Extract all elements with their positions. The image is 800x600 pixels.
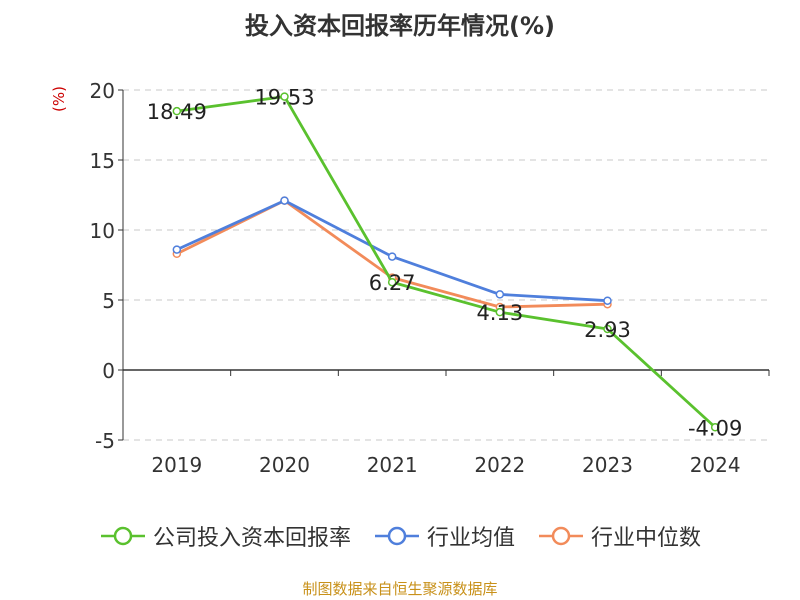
x-tick-label: 2021 [367, 453, 418, 477]
x-tick-label: 2020 [259, 453, 310, 477]
x-tick-label: 2024 [690, 453, 741, 477]
y-tick-label: 15 [90, 149, 115, 173]
series-lines [172, 92, 720, 432]
legend-marker-company [100, 526, 145, 546]
y-tick-label: 10 [90, 219, 115, 243]
series-point-0 [280, 92, 289, 101]
axes: -5 0 5 10 15 20 2019 2020 2021 2022 2023 2024 [90, 79, 770, 477]
legend-label-industry-mean: 行业均值 [426, 526, 515, 551]
series-point-0 [710, 423, 720, 432]
data-label: -4.09 [688, 416, 742, 440]
y-tick-label: 0 [102, 359, 115, 383]
data-labels: 18.49 19.53 6.27 4.13 2.93 -4.09 [147, 86, 743, 441]
legend-label-industry-median: 行业中位数 [591, 526, 702, 551]
data-label: 2.93 [584, 318, 631, 342]
series-point-0 [495, 307, 505, 317]
data-label: 18.49 [147, 100, 207, 124]
series-point-0 [387, 277, 397, 287]
series-point-0 [603, 324, 612, 334]
series-line-0 [176, 95, 717, 429]
legend-item-company[interactable]: 公司投入资本回报率 [99, 520, 351, 552]
data-label: 6.27 [369, 271, 416, 295]
legend: 公司投入资本回报率 行业均值 行业中位数 [0, 520, 800, 552]
legend-label-company: 公司投入资本回报率 [152, 526, 351, 551]
series-point-1 [387, 252, 397, 261]
y-tick-label: 20 [90, 79, 115, 103]
gridlines [123, 89, 769, 441]
legend-item-industry-mean[interactable]: 行业均值 [373, 520, 515, 552]
chart-title: 投入资本回报率历年情况(%) [245, 12, 555, 40]
y-tick-label: -5 [95, 429, 115, 453]
series-point-0 [172, 106, 182, 116]
data-source-note: 制图数据来自恒生聚源数据库 [302, 580, 498, 598]
data-label: 19.53 [254, 86, 314, 110]
x-tick-label: 2023 [582, 453, 633, 477]
legend-marker-industry-mean [374, 526, 419, 546]
y-tick-label: 5 [102, 289, 115, 313]
series-point-1 [172, 245, 182, 254]
legend-marker-industry-median [539, 526, 583, 546]
data-label: 4.13 [476, 301, 523, 325]
series-point-1 [495, 290, 505, 299]
x-tick-label: 2022 [474, 453, 525, 477]
series-point-1 [280, 196, 289, 205]
series-point-1 [603, 296, 612, 305]
x-tick-label: 2019 [151, 453, 202, 477]
legend-item-industry-median[interactable]: 行业中位数 [537, 520, 701, 552]
